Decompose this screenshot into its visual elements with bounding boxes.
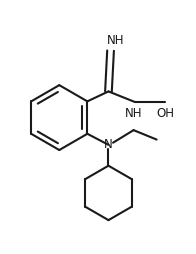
Text: NH: NH (107, 35, 124, 47)
Text: N: N (104, 138, 113, 151)
Text: NH: NH (125, 107, 142, 120)
Text: OH: OH (156, 107, 174, 120)
